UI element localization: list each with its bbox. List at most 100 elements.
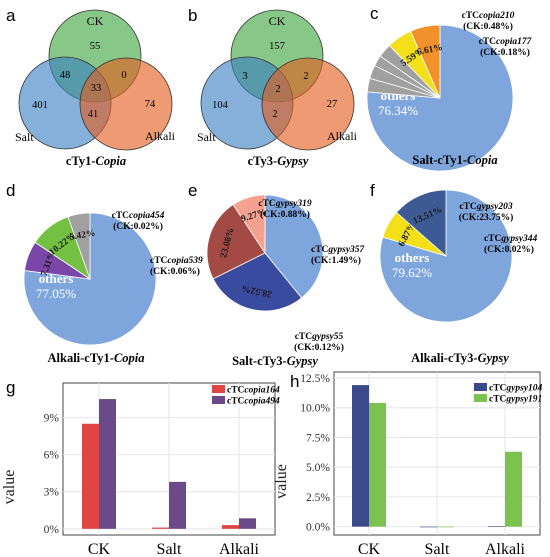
pie-c-slice-0 [366, 24, 514, 172]
bar-h-legend-label-1: cTCgypsy191 [489, 395, 542, 405]
pie-e-title: Salt-cTy3-Gypsy [232, 354, 318, 368]
bar-h-ytick-1: 2.5% [306, 492, 330, 504]
pie-c-callout-name-1: cTCcopia177 [479, 37, 533, 47]
pie-f-others-value: 79.62% [392, 265, 432, 280]
venn-b-circle-alkali [261, 57, 355, 151]
pie-e-slice-1 [212, 252, 303, 312]
bar-g-xtick-1: Salt [157, 541, 182, 557]
pie-e-slice-0 [264, 194, 324, 299]
pie-c-title: Salt-cTy1-Copia [412, 153, 497, 167]
pie-d-callout-name-0: cTCcopia454 [112, 211, 165, 221]
panel-label-g: g [6, 378, 16, 397]
pie-e-callout-ck-2: (CK:0.12%) [294, 342, 344, 353]
bar-g-legend-swatch-1 [212, 396, 225, 404]
bar-g-legend-label-0: cTCcopia164 [227, 386, 280, 396]
pie-f-others-label: others [395, 250, 430, 265]
pie-c-others-value: 76.34% [378, 103, 418, 118]
pie-f-slice-0 [379, 189, 513, 323]
venn-b-set-label-salt: Salt [197, 130, 216, 144]
pie-d-slice-label-3: 5.42% [69, 229, 96, 243]
bar-h-xtick-2: Alkali [485, 541, 526, 557]
venn-a-count-ck_salt: 48 [60, 70, 71, 81]
bar-h-bar-s0-c2 [488, 526, 505, 527]
venn-a-title: cTy1-Copia [66, 154, 126, 168]
bar-g-bar-s1-c2 [239, 518, 256, 529]
venn-a-circle-alkali [79, 57, 173, 151]
panel-label-d: d [6, 181, 16, 200]
bar-g-ytick-0: 0% [44, 524, 60, 536]
bar-h-ytick-2: 5.0% [306, 462, 330, 474]
panel-label-c: c [370, 4, 379, 23]
venn-b-title: cTy3-Gypsy [248, 154, 309, 168]
panel-label-b: b [188, 6, 198, 25]
bar-g-xtick-0: CK [88, 541, 111, 557]
venn-b-count-ck_alkali: 2 [303, 71, 308, 82]
pie-f-callout-ck-0: (CK:23.75%) [459, 212, 514, 223]
venn-a-count-alkali_only: 74 [145, 99, 156, 110]
venn-b-count-salt_only: 104 [212, 100, 229, 111]
venn-b-set-label-ck: CK [269, 14, 286, 28]
bar-h-bar-s0-c0 [352, 385, 369, 527]
pie-d-title: Alkali-cTy1-Copia [48, 351, 145, 365]
pie-c-callout-ck-1: (CK:0.18%) [480, 47, 530, 58]
panel-label-h: h [290, 372, 300, 391]
venn-a-count-all: 33 [91, 83, 102, 94]
panel-label-f: f [370, 181, 375, 200]
pie-d-callout-name-1: cTCcopia539 [150, 256, 203, 266]
pie-f-title: Alkali-cTy3-Gypsy [411, 351, 509, 365]
venn-a-set-label-alkali: Alkali [145, 129, 176, 143]
bar-h-ytick-4: 10.0% [300, 403, 330, 415]
pie-f-callout-name-0: cTCgypsy203 [459, 202, 513, 212]
bar-g-bar-s0-c0 [82, 423, 99, 529]
bar-g-bar-s1-c1 [169, 481, 186, 529]
pie-e-callout-ck-0: (CK:0.88%) [260, 209, 310, 220]
venn-a-count-salt_only: 401 [32, 100, 48, 111]
bar-h-bar-s0-c1 [420, 526, 437, 528]
panel-label-e: e [188, 181, 198, 200]
bar-g-ytick-1: 3% [44, 487, 60, 499]
pie-d-slice-3 [67, 212, 91, 280]
pie-f-callout-ck-1: (CK:0.02%) [484, 244, 534, 255]
venn-a-count-ck_alkali: 0 [121, 70, 126, 81]
pie-d-callout-ck-1: (CK:0.06%) [150, 266, 200, 277]
bar-h-legend-swatch-0 [474, 383, 487, 391]
venn-b-set-label-alkali: Alkali [327, 129, 358, 143]
venn-a-set-label-salt: Salt [15, 130, 34, 144]
bar-g-bar-s0-c1 [152, 527, 169, 529]
bar-g-legend-swatch-0 [212, 385, 225, 393]
panel-label-a: a [6, 6, 16, 25]
bar-g-bar-s0-c2 [222, 525, 239, 529]
bar-g-xtick-2: Alkali [219, 541, 260, 557]
bar-g-legend-label-1: cTCcopia494 [227, 397, 280, 407]
bar-h-bar-s1-c0 [369, 402, 386, 527]
bar-h-xtick-1: Salt [425, 541, 450, 557]
pie-d-others-value: 77.05% [36, 286, 76, 301]
bar-h-bar-s1-c1 [437, 526, 454, 528]
pie-c-callout-name-0: cTCcopia210 [462, 11, 515, 21]
venn-b-count-alkali_only: 27 [327, 99, 338, 110]
venn-b-count-all: 2 [275, 84, 280, 95]
pie-c-slice-6 [410, 24, 441, 99]
bar-g-ytick-3: 9% [44, 413, 60, 425]
venn-a-set-label-ck: CK [87, 14, 104, 28]
bar-h-xtick-0: CK [358, 541, 381, 557]
pie-e-callout-ck-1: (CK:1.49%) [311, 255, 361, 266]
pie-e-callout-name-1: cTCgypsy357 [311, 245, 366, 255]
bar-h-ytick-0: 0.0% [306, 522, 330, 534]
pie-d-callout-ck-0: (CK:0.02%) [113, 221, 163, 232]
pie-f-slice-2 [395, 189, 447, 257]
bar-g-bar-s1-c0 [99, 399, 116, 529]
pie-e-callout-name-0: cTCgypsy319 [258, 199, 312, 209]
pie-e-slice-2 [206, 204, 266, 280]
bar-g-ylabel: value [1, 470, 18, 505]
bar-g-ytick-2: 6% [44, 450, 60, 462]
venn-a-count-ck_only: 55 [90, 41, 101, 52]
bar-h-bar-s1-c2 [505, 451, 522, 527]
bar-h-ytick-5: 12.5% [300, 373, 330, 385]
pie-c-callout-ck-0: (CK:0.48%) [463, 21, 513, 32]
bar-h-legend-swatch-1 [474, 394, 487, 402]
venn-b-count-ck_only: 157 [269, 41, 285, 52]
pie-e-callout-name-2: cTCgypsy55 [295, 332, 344, 342]
